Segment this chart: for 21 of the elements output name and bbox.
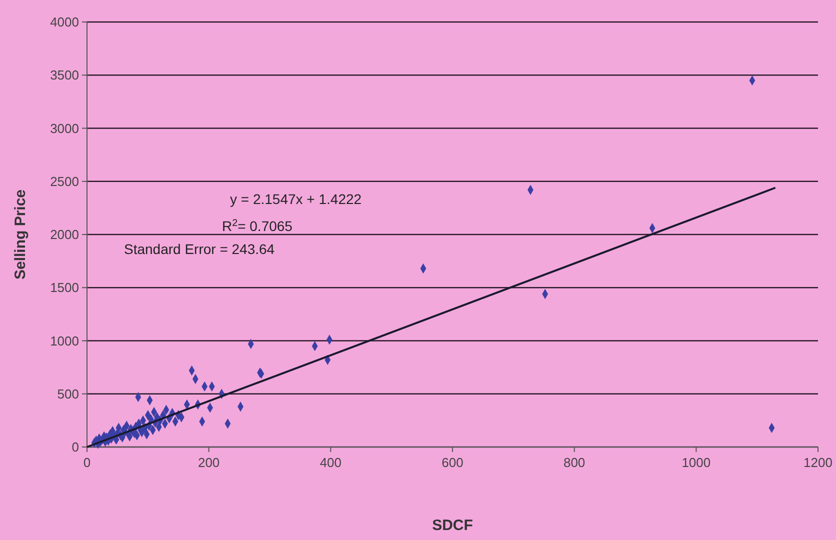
x-tick-label: 200 [198, 455, 220, 470]
annotation: Standard Error = 243.64 [124, 241, 275, 257]
y-tick-label: 2000 [50, 227, 79, 242]
x-axis-title: SDCF [432, 517, 473, 534]
x-tick-label: 800 [563, 455, 586, 470]
annotation: R$^{2}$= 0.7065 [222, 218, 293, 234]
y-tick-label: 3500 [50, 68, 79, 83]
x-tick-label: 0 [83, 455, 91, 470]
y-tick-label: 4000 [50, 14, 79, 30]
y-tick-label: 0 [72, 440, 79, 455]
annotation: y = 2.1547x + 1.4222 [230, 191, 362, 207]
y-tick-label: 1500 [50, 280, 79, 296]
y-tick-label: 2500 [50, 174, 79, 189]
x-tick-label: 1000 [682, 455, 711, 470]
y-axis-title: Selling Price [12, 189, 29, 280]
y-tick-label: 3000 [50, 120, 79, 136]
y-tick-label: 1000 [50, 333, 79, 348]
x-tick-label: 600 [442, 455, 464, 470]
x-tick-label: 400 [320, 455, 342, 470]
x-tick-label: 1200 [804, 455, 832, 470]
y-tick-label: 500 [57, 386, 79, 402]
